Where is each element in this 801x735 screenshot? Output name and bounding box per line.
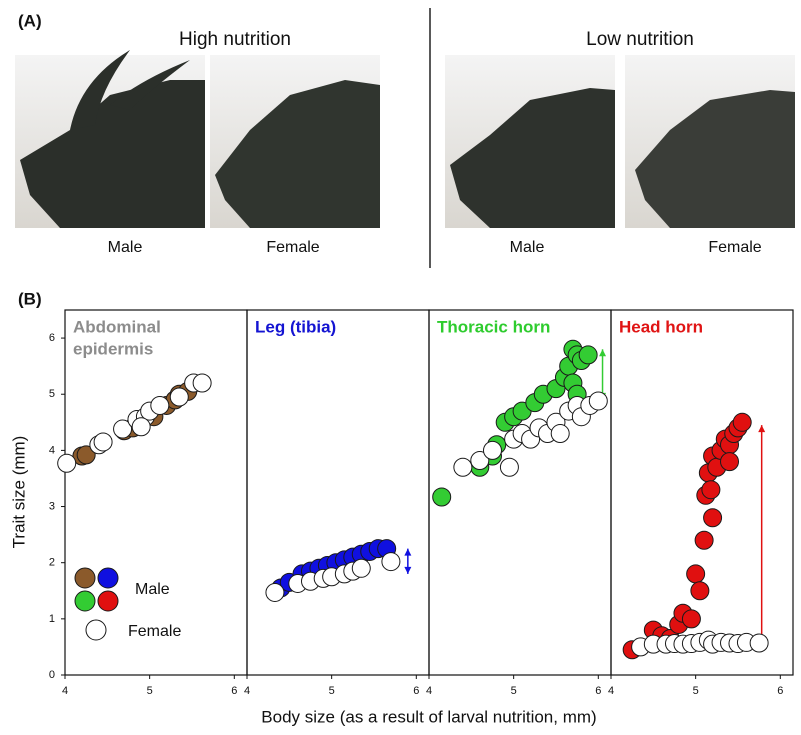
- group-title: Low nutrition: [586, 29, 694, 50]
- point: [454, 458, 472, 476]
- group-title: High nutrition: [179, 29, 291, 50]
- point: [500, 458, 518, 476]
- y-tick-label: 6: [49, 332, 55, 344]
- y-tick-label: 4: [49, 444, 55, 456]
- point: [721, 453, 739, 471]
- legend-marker: [98, 568, 118, 588]
- point: [551, 425, 569, 443]
- x-tick-label: 5: [147, 685, 153, 697]
- panel-title: Leg (tibia): [255, 317, 336, 336]
- point: [94, 433, 112, 451]
- point: [733, 413, 751, 431]
- panel-label: (A): [18, 11, 42, 30]
- point: [352, 559, 370, 577]
- panel-title: epidermis: [73, 339, 153, 358]
- point: [589, 392, 607, 410]
- legend-label: Female: [128, 623, 181, 640]
- x-tick-label: 4: [608, 685, 614, 697]
- x-tick-label: 6: [231, 685, 237, 697]
- point: [704, 509, 722, 527]
- point: [382, 553, 400, 571]
- point: [58, 454, 76, 472]
- arrow-head: [404, 549, 411, 556]
- point: [433, 488, 451, 506]
- point: [266, 583, 284, 601]
- photo-label: Female: [266, 239, 319, 256]
- figure: (A) High nutrition Low nutrition Male Fe…: [0, 0, 801, 730]
- legend-marker: [75, 591, 95, 611]
- legend-marker: [98, 591, 118, 611]
- point: [151, 396, 169, 414]
- x-tick-label: 6: [595, 685, 601, 697]
- panel-label: (B): [18, 289, 42, 308]
- arrow-head: [599, 349, 606, 356]
- point: [579, 346, 597, 364]
- photo-label: Male: [108, 239, 143, 256]
- x-tick-label: 4: [62, 685, 68, 697]
- legend-label: Male: [135, 581, 170, 598]
- point: [682, 610, 700, 628]
- panel-title: Thoracic horn: [437, 317, 550, 336]
- x-tick-label: 5: [693, 685, 699, 697]
- y-axis-label: Trait size (mm): [9, 436, 28, 549]
- photos: [15, 50, 795, 228]
- y-tick-label: 5: [49, 388, 55, 400]
- x-tick-label: 5: [329, 685, 335, 697]
- x-tick-label: 4: [426, 685, 432, 697]
- photo-label: Female: [708, 239, 761, 256]
- x-tick-label: 6: [413, 685, 419, 697]
- y-tick-label: 3: [49, 500, 55, 512]
- point: [750, 634, 768, 652]
- point: [702, 481, 720, 499]
- x-axis-label: Body size (as a result of larval nutriti…: [261, 707, 596, 726]
- x-tick-label: 4: [244, 685, 250, 697]
- point: [687, 565, 705, 583]
- point: [193, 374, 211, 392]
- point: [695, 531, 713, 549]
- panel-frame: [247, 310, 429, 675]
- arrow-head: [758, 425, 765, 432]
- y-tick-label: 1: [49, 613, 55, 625]
- x-tick-label: 6: [777, 685, 783, 697]
- point: [132, 418, 150, 436]
- arrow-head: [404, 567, 411, 574]
- point: [170, 388, 188, 406]
- panel-title: Abdominal: [73, 317, 161, 336]
- point: [483, 441, 501, 459]
- panel-title: Head horn: [619, 317, 703, 336]
- y-tick-label: 0: [49, 669, 55, 681]
- x-tick-label: 5: [511, 685, 517, 697]
- legend-marker: [75, 568, 95, 588]
- point: [691, 582, 709, 600]
- y-tick-label: 2: [49, 557, 55, 569]
- legend-marker: [86, 620, 106, 640]
- photo-label: Male: [510, 239, 545, 256]
